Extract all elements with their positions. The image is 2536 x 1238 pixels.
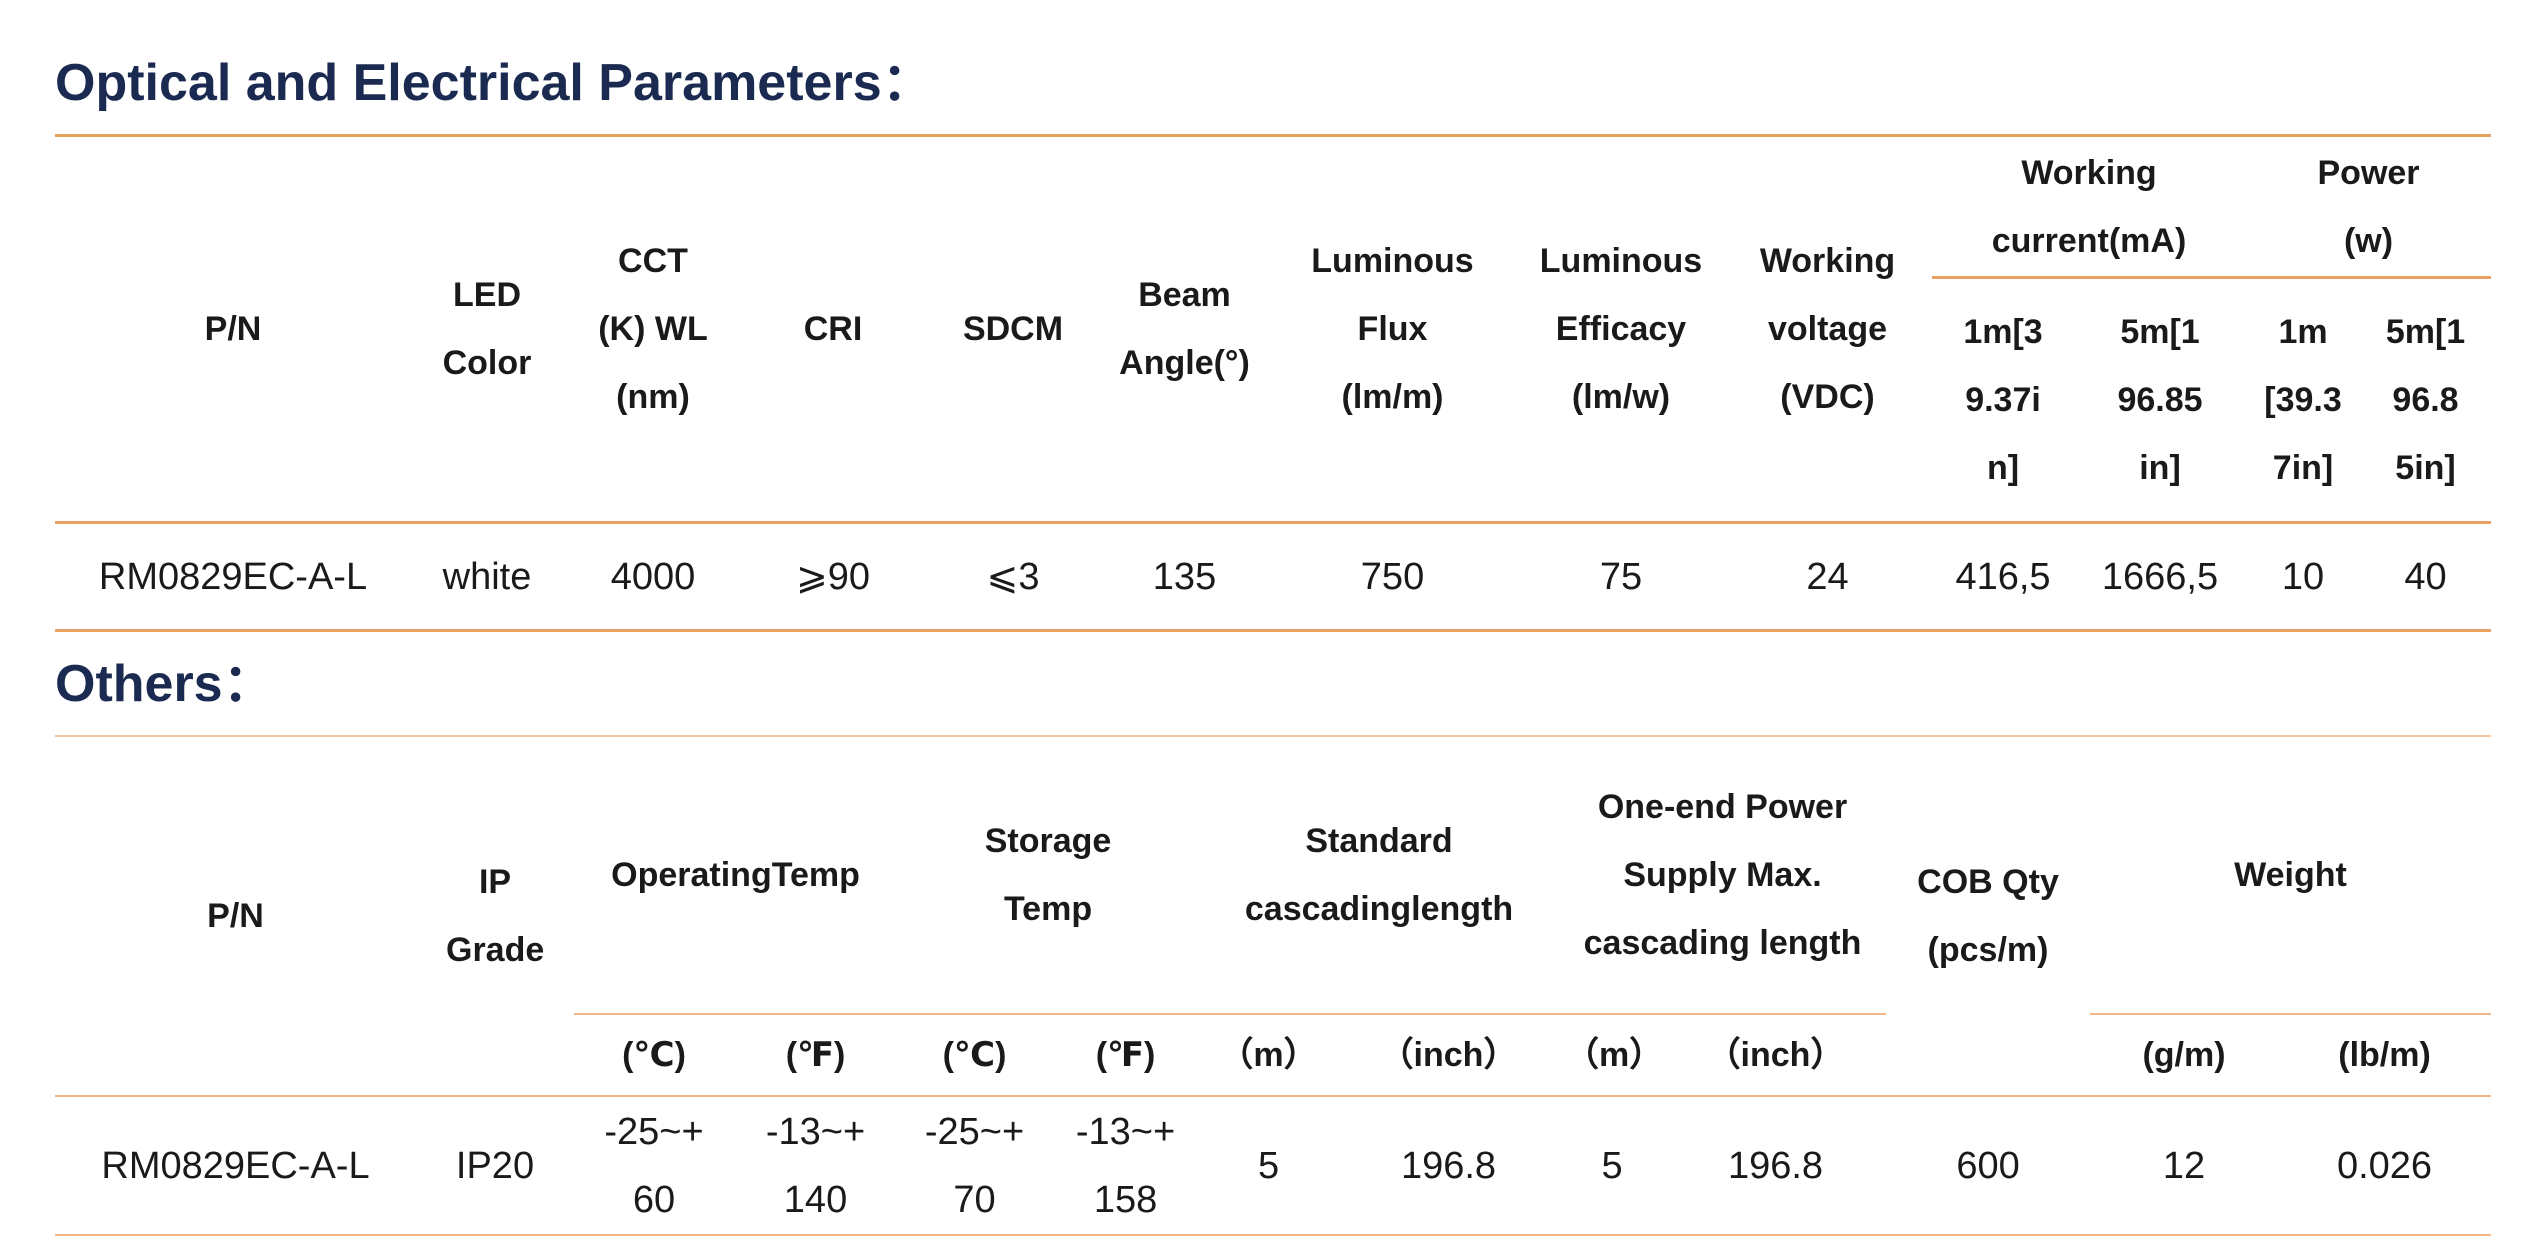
optical-table: P/N LED Color CCT (K) WL (nm) CRI SDCM B… <box>55 134 2492 632</box>
data-cell: 10 <box>2281 555 2325 598</box>
header-cell: （m） <box>1199 1014 1339 1097</box>
data-cell: 5 <box>1257 1144 1280 1187</box>
header-cell: Working voltage (VDC) <box>1723 135 1932 524</box>
header-cell: Luminous Efficacy (lm/w) <box>1519 135 1723 524</box>
data-cell: -13~+158 <box>1075 1110 1176 1221</box>
header-cell: IP Grade <box>416 736 574 1097</box>
header-cell: Standard cascadinglength <box>1199 736 1560 1015</box>
data-cell: white <box>442 555 532 598</box>
header-cell: Storage Temp <box>897 736 1200 1015</box>
data-cell: 12 <box>2162 1144 2206 1187</box>
data-cell: 75 <box>1599 555 1643 598</box>
data-cell: 1666,5 <box>2101 555 2219 598</box>
data-cell: RM0829EC-A-L <box>101 1144 370 1187</box>
header-cell: 5m[196.85in] <box>2360 277 2492 524</box>
data-cell: 5 <box>1601 1144 1623 1187</box>
header-cell: LED Color <box>411 135 563 524</box>
data-cell: IP20 <box>455 1144 535 1187</box>
data-cell: -25~+60 <box>604 1110 704 1221</box>
data-cell: 40 <box>2404 555 2447 598</box>
data-row: RM0829EC-A-L IP20 -25~+60 -13~+140 -25~+70 -1… <box>55 1096 2492 1235</box>
data-cell: 196.8 <box>1400 1144 1497 1187</box>
header-cell: (℉) <box>1052 1014 1200 1097</box>
header-cell: （inch） <box>1338 1014 1560 1097</box>
header-cell: (℉) <box>734 1014 898 1097</box>
section-title: Optical and Electrical Parameters： <box>55 54 934 112</box>
data-cell: 600 <box>1956 1144 2020 1187</box>
data-row: RM0829EC-A-L white 4000 ⩾90 ⩽3 135 750 75 24 416,… <box>55 523 2492 631</box>
header-cell: Working current(mA) <box>1932 135 2247 279</box>
header-cell: (℃) <box>897 1014 1053 1097</box>
data-cell: 24 <box>1806 555 1849 598</box>
header-cell: P/N <box>55 736 416 1097</box>
data-cell: 750 <box>1360 555 1425 598</box>
header-cell: Luminous Flux (lm/m) <box>1266 135 1519 524</box>
header-cell: Weight <box>2090 736 2492 1015</box>
header-cell: （m） <box>1559 1014 1666 1097</box>
header-cell: 1m[39.37in] <box>1932 277 2074 524</box>
data-cell: 196.8 <box>1727 1144 1824 1187</box>
data-cell: ⩾90 <box>795 555 871 598</box>
header-cell: Beam Angle(°) <box>1103 135 1266 524</box>
data-cell: 135 <box>1152 555 1217 598</box>
header-cell: CCT (K) WL (nm) <box>563 135 743 524</box>
section-title: Others： <box>55 655 275 713</box>
header-cell: (lb/m) <box>2278 1014 2492 1097</box>
header-cell: (g/m) <box>2090 1014 2279 1097</box>
header-cell: SDCM <box>923 135 1103 524</box>
header-cell: OperatingTemp <box>574 736 898 1015</box>
data-cell: RM0829EC-A-L <box>98 555 368 598</box>
header-cell: 5m[196.85in] <box>2074 277 2247 524</box>
header-cell: One-end Power Supply Max. cascading leng… <box>1559 736 1887 1015</box>
data-cell: 0.026 <box>2336 1144 2433 1187</box>
data-cell: 416,5 <box>1955 555 2051 598</box>
header-cell: （inch） <box>1665 1014 1887 1097</box>
header-cell: P/N <box>55 135 411 524</box>
header-cell: 1m[39.37in] <box>2246 277 2361 524</box>
data-cell: ⩽3 <box>986 555 1040 598</box>
header-cell: Power (w) <box>2246 135 2492 279</box>
header-cell: (℃) <box>574 1014 734 1097</box>
others-table: P/N IP Grade OperatingTemp Storage Temp … <box>55 735 2492 1236</box>
data-cell: 4000 <box>610 555 696 598</box>
data-cell: -13~+140 <box>765 1110 866 1221</box>
header-cell: CRI <box>743 135 923 524</box>
header-cell: COB Qty (pcs/m) <box>1886 736 2091 1097</box>
data-cell: -25~+70 <box>924 1110 1025 1221</box>
